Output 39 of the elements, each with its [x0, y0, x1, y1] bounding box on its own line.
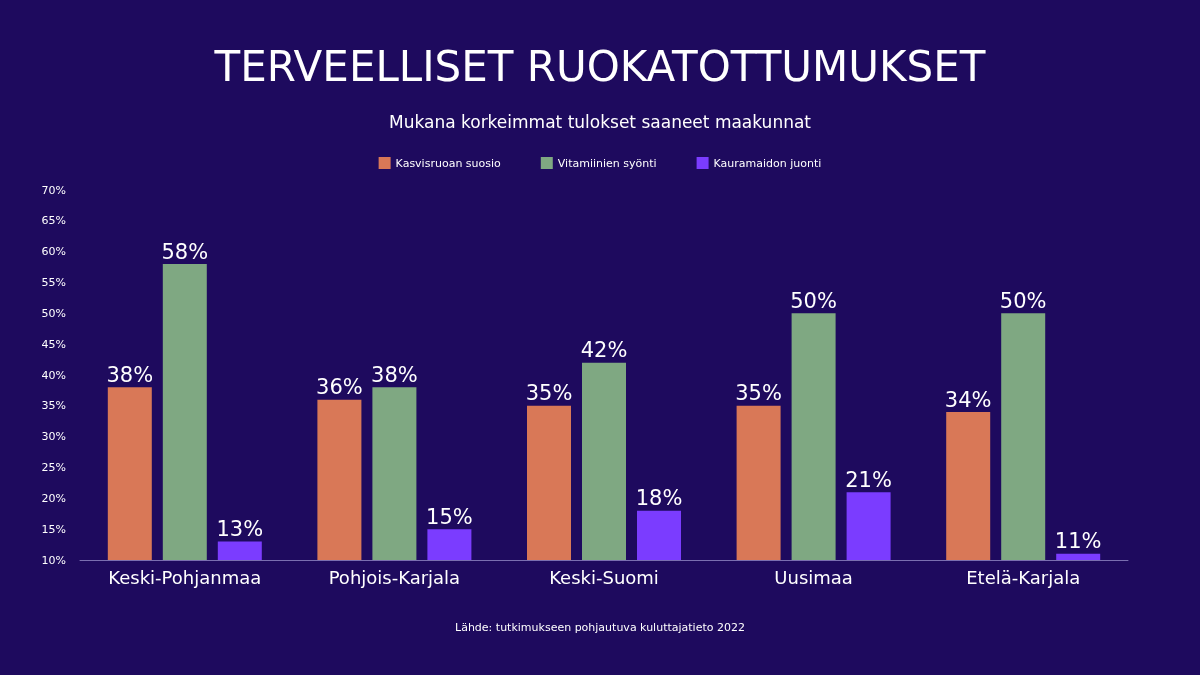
y-tick-label: 50% — [41, 306, 66, 320]
y-tick-label: 15% — [41, 522, 66, 536]
data-label: 35% — [735, 381, 782, 406]
y-tick-label: 10% — [41, 553, 66, 567]
data-label: 36% — [316, 375, 363, 400]
data-label: 50% — [999, 288, 1047, 313]
y-tick-label: 60% — [41, 245, 66, 259]
data-label: 13% — [216, 517, 264, 541]
data-label: 15% — [426, 504, 473, 529]
x-tick-label: Pohjois-Karjala — [328, 566, 461, 588]
data-label: 50% — [790, 288, 837, 313]
text: Lähde: tutkimukseen pohjautuva kuluttajatieto 2022 — [455, 621, 745, 634]
data-label: 58% — [161, 239, 209, 264]
legend-label: Kasvisruoan suosio — [395, 156, 502, 170]
y-tick-label: 20% — [41, 491, 66, 505]
x-tick-label: Keski-Pohjanmaa — [108, 566, 262, 588]
data-label: 34% — [944, 387, 992, 412]
data-label: 42% — [580, 338, 628, 363]
y-tick-label: 30% — [41, 430, 66, 444]
legend-label: Kauramaidon juonti — [713, 156, 822, 170]
y-tick-label: 70% — [41, 183, 66, 197]
data-label: 18% — [635, 486, 683, 511]
legend-label: Vitamiinien syönti — [557, 156, 657, 170]
data-label: 38% — [371, 362, 418, 387]
chart-title: TERVEELLISET RUOKATOTTUMUKSET — [213, 41, 986, 91]
y-tick-label: 55% — [41, 276, 66, 289]
y-tick-label: 35% — [41, 399, 66, 413]
chart-subtitle: Mukana korkeimmat tulokset saaneet maakunnat — [388, 111, 812, 132]
y-tick-label: 25% — [41, 461, 66, 474]
data-label: 35% — [525, 381, 573, 406]
y-tick-label: 40% — [41, 368, 66, 382]
x-tick-label: Keski-Suomi — [549, 566, 659, 588]
y-tick-label: 45% — [41, 337, 66, 351]
data-label: 11% — [1054, 529, 1102, 554]
data-label: 38% — [106, 362, 154, 387]
x-tick-label: Uusimaa — [774, 566, 853, 588]
data-label: 21% — [845, 467, 892, 492]
y-tick-label: 65% — [41, 214, 66, 228]
x-tick-label: Etelä-Karjala — [966, 566, 1081, 588]
